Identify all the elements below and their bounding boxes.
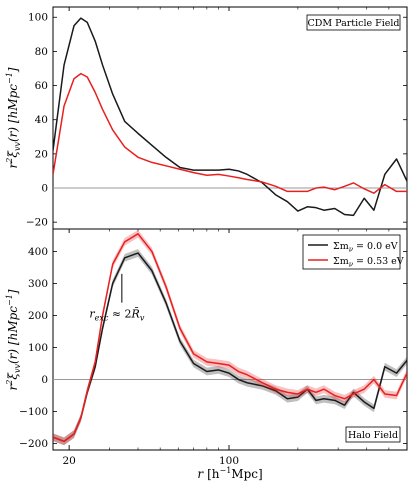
top-ytick-label: −20 bbox=[26, 217, 48, 229]
bottom-ytick-label: −200 bbox=[19, 438, 48, 450]
bottom-ytick-label: 200 bbox=[28, 310, 48, 322]
bottom-y-ticks: −200 −100 0 100 200 300 400 bbox=[19, 246, 407, 450]
xtick-label: 100 bbox=[219, 455, 239, 467]
bottom-x-ticks: 20 100 bbox=[62, 7, 390, 467]
top-y-ticks: −20 0 20 40 60 80 100 bbox=[26, 12, 407, 229]
top-box-label: CDM Particle Field bbox=[307, 18, 399, 29]
top-ytick-label: 0 bbox=[41, 183, 48, 195]
bottom-series-0-line bbox=[53, 252, 407, 443]
svg-text:r2ξvv(r) [hMpc−1]: r2ξvv(r) [hMpc−1] bbox=[5, 67, 22, 168]
top-panel: −20 0 20 40 60 80 100 CDM Particle Field r2ξvv… bbox=[5, 6, 408, 230]
bottom-ytick-label: −100 bbox=[19, 406, 48, 418]
bottom-box-label-frame bbox=[345, 426, 401, 443]
bottom-box-label: Halo Field bbox=[348, 430, 398, 441]
top-ytick-label: 20 bbox=[35, 148, 48, 160]
bottom-ytick-label: 400 bbox=[28, 246, 48, 258]
top-series bbox=[53, 17, 407, 217]
top-ytick-label: 100 bbox=[28, 12, 48, 24]
bottom-ytick-label: 100 bbox=[28, 342, 48, 354]
bottom-series-1-line bbox=[53, 233, 407, 443]
top-ytick-label: 40 bbox=[35, 114, 48, 126]
legend-label-1: Σmν = 0.53 eV bbox=[333, 256, 404, 269]
bottom-series-0-band bbox=[53, 249, 407, 446]
svg-text:r2ξvv(r) [hMpc−1]: r2ξvv(r) [hMpc−1] bbox=[5, 289, 22, 390]
top-series-0-line bbox=[53, 17, 407, 217]
bottom-panel-frame bbox=[52, 228, 408, 451]
top-ytick-label: 80 bbox=[35, 46, 48, 58]
bottom-ytick-label: 0 bbox=[41, 374, 48, 386]
top-box-label-frame bbox=[306, 14, 401, 31]
bottom-series bbox=[53, 229, 407, 446]
annotation-label: rexc ≈ 2R̄v bbox=[89, 308, 145, 323]
xtick-label: 20 bbox=[62, 455, 75, 467]
top-series-1-line bbox=[53, 72, 407, 194]
legend-frame bbox=[302, 234, 401, 270]
top-ylabel: r2ξvv(r) [hMpc−1] bbox=[5, 67, 22, 168]
x-axis-label: r [h−1Mpc] bbox=[197, 466, 262, 481]
bottom-ylabel: r2ξvv(r) [hMpc−1] bbox=[5, 289, 22, 390]
bottom-ytick-label: 300 bbox=[28, 278, 48, 290]
legend-label-0: Σmν = 0.0 eV bbox=[333, 241, 398, 254]
legend: Σmν = 0.0 eV Σmν = 0.53 eV bbox=[302, 234, 404, 270]
top-ytick-label: 60 bbox=[35, 80, 48, 92]
